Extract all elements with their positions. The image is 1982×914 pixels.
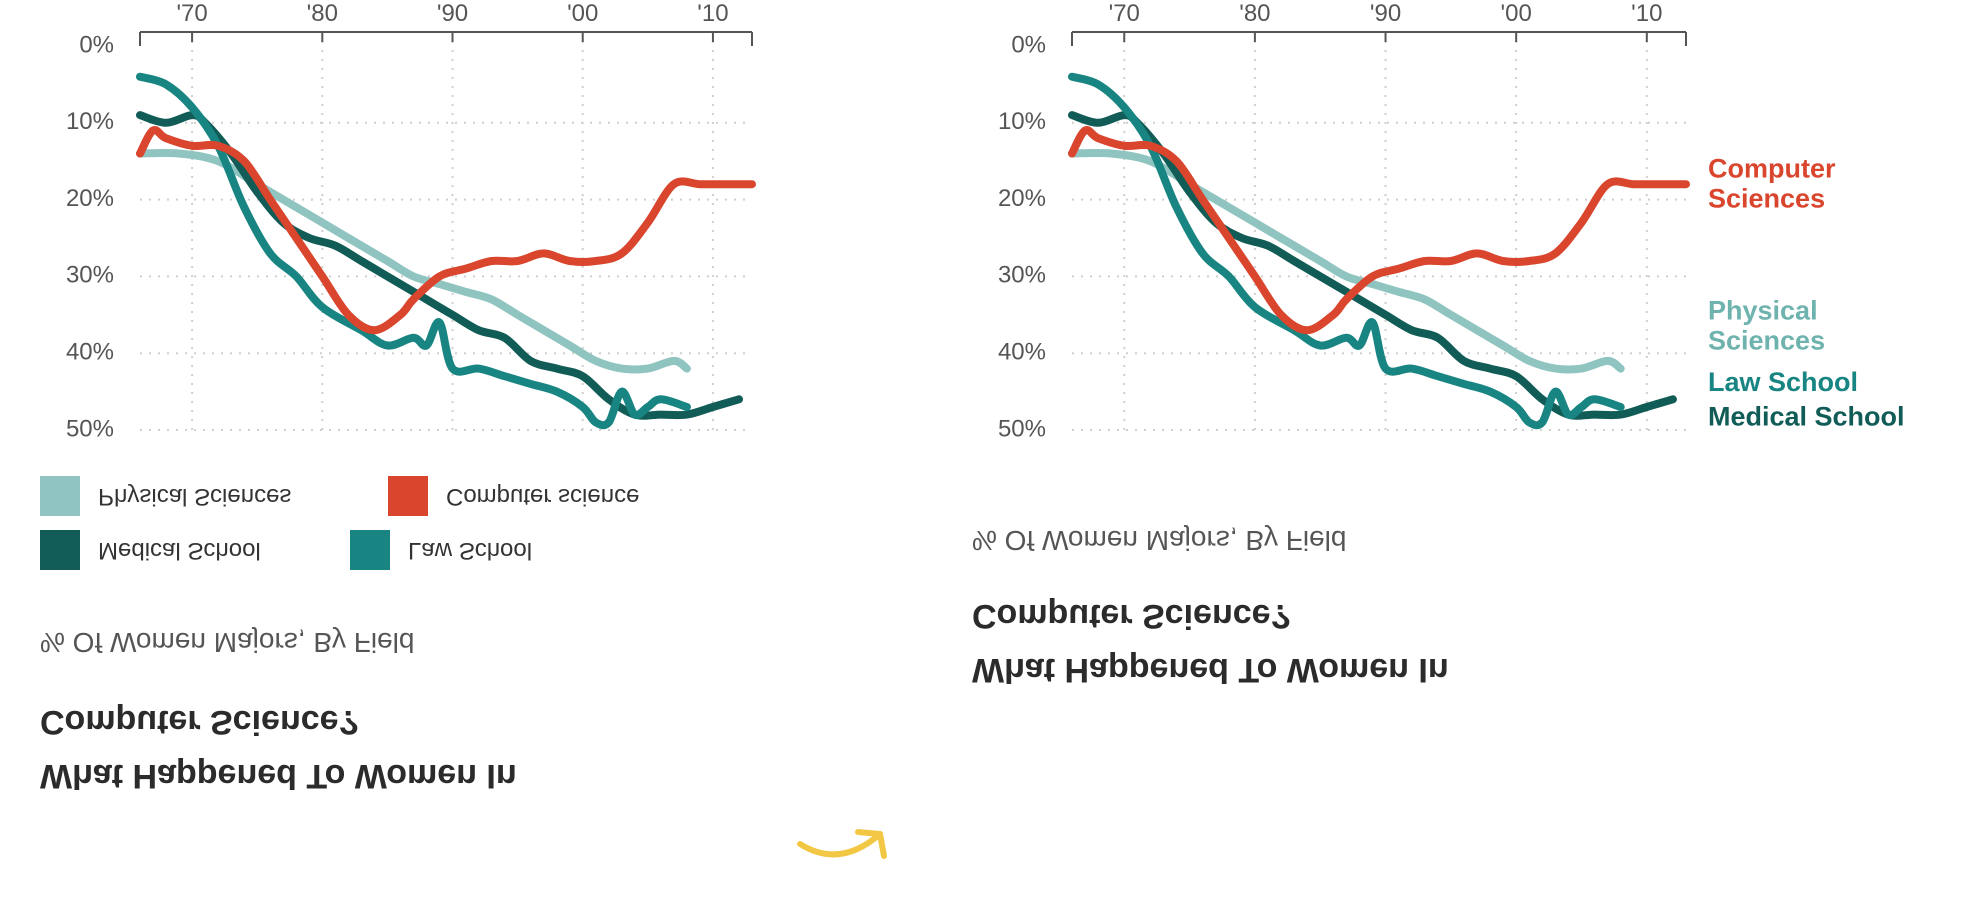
direct-label-law: Law School: [1708, 367, 1858, 397]
left-y-tick-label: 50%: [66, 415, 114, 442]
left-x-tick-label: '00: [567, 0, 598, 27]
left-panel: '70 '80 '90 '00 '10 0% 10% 20% 30% 40% 50% Law Sch…: [0, 0, 960, 914]
direct-label-physical: Sciences: [1708, 325, 1825, 355]
right-y-tick-label: 0%: [1011, 31, 1046, 58]
left-y-tick-label: 0%: [79, 31, 114, 58]
legend-item-law: Law School: [350, 530, 532, 570]
left-x-tick-label: '70: [176, 0, 207, 27]
left-series-law: [136, 72, 691, 430]
legend-swatch-medical: [40, 530, 80, 570]
legend-label-physical: Physical Sciences: [98, 483, 292, 510]
legend-swatch-physical: [40, 476, 80, 516]
direct-label-computer: Computer: [1708, 153, 1836, 183]
right-x-tick-label: '70: [1109, 0, 1140, 27]
right-x-tick-label: '90: [1370, 0, 1401, 27]
legend-item-physical: Physical Sciences: [40, 476, 291, 516]
left-y-tick-label: 10%: [66, 108, 114, 135]
left-chart-title-line1: What Happened To Women In: [40, 757, 517, 795]
left-chart-title-line2: Computer Science?: [40, 703, 360, 741]
right-y-tick-label: 30%: [998, 262, 1046, 289]
right-y-tick-label: 50%: [998, 415, 1046, 442]
left-x-tick-label: '80: [307, 0, 338, 27]
right-series-computer: [1068, 126, 1690, 335]
legend-item-medical: Medical School: [40, 530, 261, 570]
left-y-tick-label: 30%: [66, 262, 114, 289]
legend-label-medical: Medical School: [98, 537, 261, 564]
right-chart-title-line1: What Happened To Women In: [972, 651, 1449, 689]
right-x-tick-label: '80: [1239, 0, 1270, 27]
right-series-law: [1068, 72, 1625, 430]
right-y-tick-label: 40%: [998, 339, 1046, 366]
direct-label-physical: Physical: [1708, 295, 1818, 325]
right-chart: '70 '80 '90 '00 '10 0% 10% 20% 30% 40% 50% Computer…: [998, 0, 1905, 442]
right-x-tick-label: '00: [1501, 0, 1532, 27]
right-y-tick-label: 10%: [998, 108, 1046, 135]
left-x-tick-label: '90: [437, 0, 468, 27]
legend-label-law: Law School: [408, 537, 533, 564]
left-series-computer: [136, 126, 756, 335]
transition-arrow-icon: [797, 829, 887, 859]
legend-item-computer: Computer science: [388, 476, 639, 516]
legend-swatch-computer: [388, 476, 428, 516]
right-chart-title-line2: Computer Science?: [972, 597, 1292, 635]
left-x-tick-label: '10: [697, 0, 728, 27]
direct-label-medical: Medical School: [1708, 402, 1905, 432]
left-y-tick-label: 20%: [66, 185, 114, 212]
left-chart-subtitle: % Of Women Majors, By Field: [40, 627, 415, 658]
left-chart: '70 '80 '90 '00 '10 0% 10% 20% 30% 40% 50%: [66, 0, 756, 442]
right-panel: '70 '80 '90 '00 '10 0% 10% 20% 30% 40% 50% Computer…: [960, 0, 1982, 914]
legend-label-computer: Computer science: [446, 483, 640, 510]
left-y-tick-label: 40%: [66, 339, 114, 366]
direct-label-computer: Sciences: [1708, 183, 1825, 213]
right-chart-subtitle: % Of Women Majors, By Field: [972, 525, 1347, 556]
right-y-tick-label: 20%: [998, 185, 1046, 212]
right-x-tick-label: '10: [1631, 0, 1662, 27]
legend-swatch-law: [350, 530, 390, 570]
